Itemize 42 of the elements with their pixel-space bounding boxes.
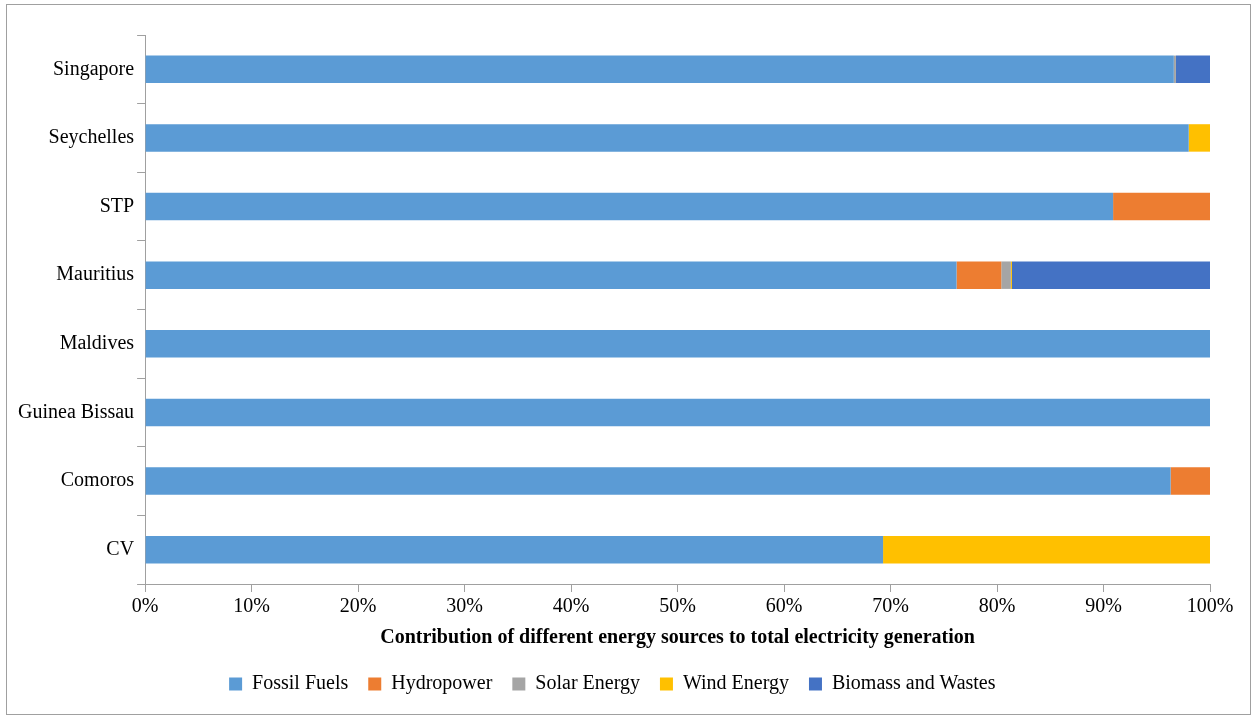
- x-tick-label: 80%: [978, 594, 1016, 617]
- legend-label: Biomass and Wastes: [831, 671, 996, 694]
- y-tick-label: STP: [99, 193, 135, 216]
- legend-label: Solar Energy: [535, 671, 640, 695]
- bar: [145, 398, 1210, 427]
- bar: [1011, 261, 1210, 289]
- bar: [145, 124, 1189, 152]
- x-tick-label: 10%: [233, 594, 270, 617]
- bar: [145, 467, 1171, 495]
- bar: [1170, 467, 1210, 495]
- y-tick-label: Seychelles: [48, 125, 135, 149]
- x-axis-title: Contribution of different energy sources to total electricity generation: [380, 625, 975, 649]
- legend-label: Fossil Fuels: [252, 671, 349, 694]
- bar: [145, 330, 1210, 358]
- bar: [1175, 55, 1210, 84]
- x-tick-label: 70%: [872, 594, 909, 617]
- y-tick-label: CV: [106, 536, 135, 559]
- legend-label: Hydropower: [391, 671, 493, 695]
- bar: [1113, 192, 1210, 221]
- x-tick-label: 100%: [1186, 594, 1234, 617]
- bar: [1188, 124, 1210, 152]
- x-tick-label: 40%: [552, 594, 590, 617]
- x-tick-label: 30%: [446, 594, 483, 617]
- bar: [145, 535, 884, 564]
- x-tick-label: 20%: [339, 594, 377, 617]
- bar: [1173, 55, 1176, 84]
- y-tick-label: Comoros: [60, 468, 135, 491]
- bar: [1001, 261, 1011, 289]
- x-tick-label: 50%: [659, 594, 696, 617]
- y-tick-label: Singapore: [53, 56, 135, 80]
- y-tick-label: Mauritius: [56, 262, 135, 285]
- x-tick-label: 60%: [765, 594, 803, 617]
- bar: [883, 535, 1210, 564]
- bar: [956, 261, 1002, 289]
- bar: [145, 192, 1114, 221]
- bar: [145, 55, 1174, 84]
- legend-label: Wind Energy: [682, 671, 789, 695]
- y-tick-label: Maldives: [59, 331, 135, 354]
- y-tick-label: Guinea Bissau: [18, 399, 135, 422]
- x-tick-label: 90%: [1085, 594, 1122, 617]
- bar: [145, 261, 957, 289]
- x-tick-label: 0%: [131, 594, 159, 617]
